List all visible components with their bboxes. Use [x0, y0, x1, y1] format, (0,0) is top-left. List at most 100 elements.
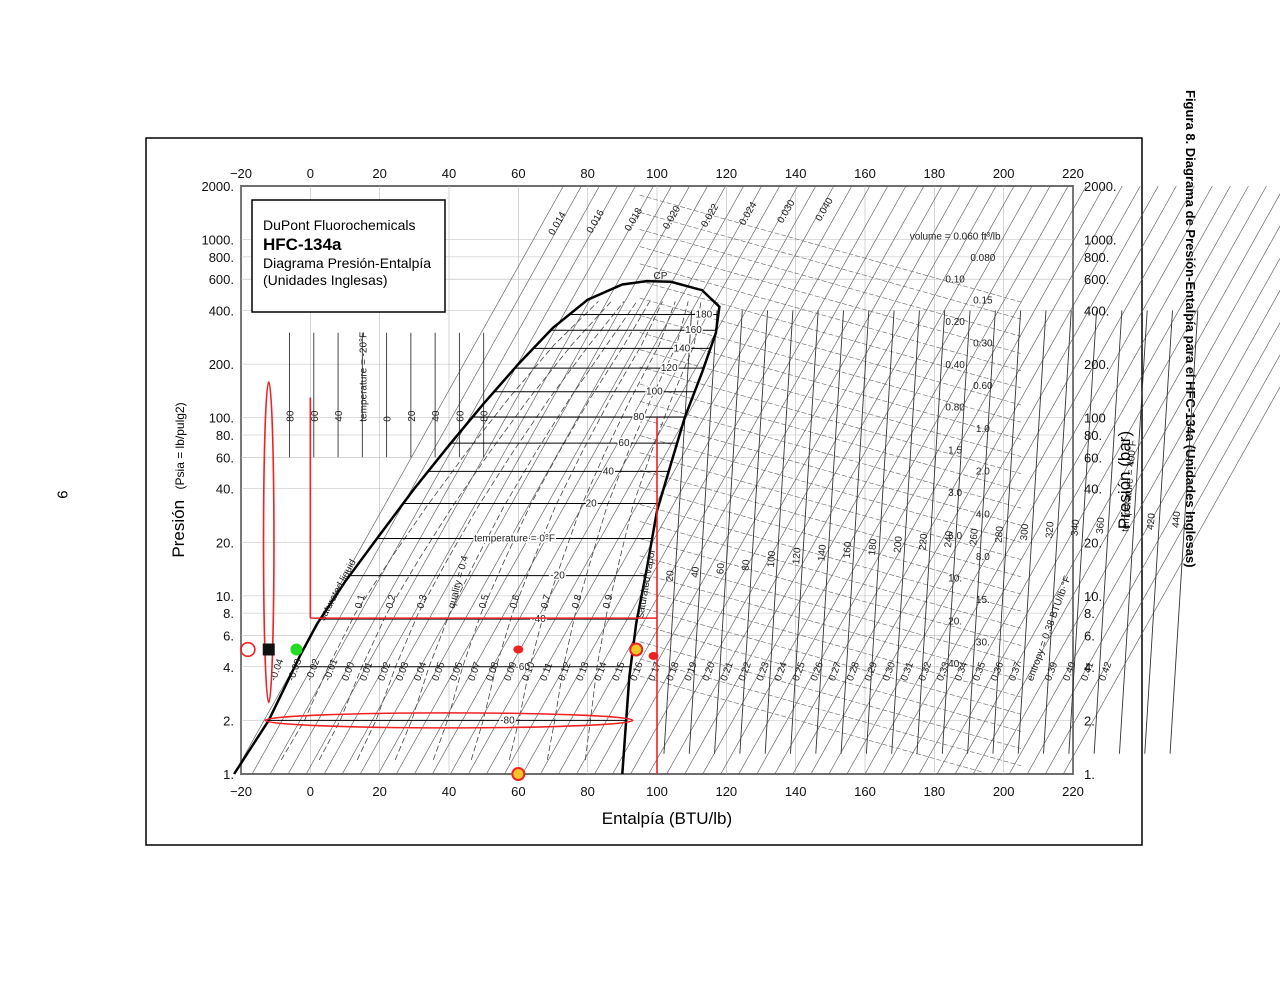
- entropy-label: 0.39: [1043, 660, 1060, 682]
- temperature-label: 260: [968, 528, 980, 546]
- volume-label: 0.080: [970, 253, 995, 264]
- entropy-line: [774, 185, 1105, 775]
- x-tick-top: 180: [923, 166, 945, 181]
- entropy-label: 0.25: [791, 660, 808, 682]
- x-tick-top: 0: [307, 166, 314, 181]
- x-tick-bottom: 0: [307, 784, 314, 799]
- quality-label: 0.2: [384, 593, 398, 610]
- marker-ring: [511, 767, 526, 781]
- temperature-line: [764, 310, 794, 754]
- temperature-line: [663, 310, 693, 754]
- legend-units: (Unidades Inglesas): [263, 272, 388, 288]
- entropy-label: 0.06: [448, 660, 465, 682]
- entropy-label: 0.01: [358, 660, 375, 682]
- x-tick-bottom: 20: [372, 784, 386, 799]
- figure-frame: [145, 137, 1143, 846]
- isotherm-label: 20: [586, 499, 598, 510]
- entropy-line: [648, 185, 979, 775]
- entropy-line: [450, 185, 780, 775]
- entropy-label: -0.01: [322, 657, 340, 683]
- volume-line: [639, 555, 1022, 663]
- entropy-label: 0.00: [340, 660, 357, 682]
- volume-line: [639, 641, 1022, 749]
- entropy-line: [486, 185, 817, 775]
- entropy-line: [810, 185, 1141, 775]
- entropy-label: 0.07: [466, 660, 483, 682]
- volume-line: [639, 366, 1022, 474]
- entropy-label: 0.21: [719, 660, 736, 682]
- entropy-line: [305, 185, 636, 775]
- temperature-label: 120: [791, 547, 803, 565]
- volume-label: 0.022: [699, 202, 721, 230]
- entropy-label: 0.24: [773, 660, 790, 682]
- y-tick-right: 2000.: [1084, 179, 1117, 194]
- isotherm-label: 40: [603, 466, 615, 477]
- volume-line: [639, 504, 1022, 612]
- quality-label: 0.9: [601, 593, 615, 610]
- temperature-line: [891, 310, 920, 754]
- volume-label: 30.: [976, 638, 990, 649]
- entropy-line: [612, 185, 943, 775]
- volume-line: [639, 383, 1022, 492]
- marker-dot: [648, 651, 659, 660]
- y-tick-right: 40.: [1084, 482, 1102, 497]
- y-tick-right: 600.: [1084, 272, 1109, 287]
- isotherm-label: -60: [515, 662, 530, 673]
- entropy-line: [341, 185, 672, 775]
- entropy-line: [630, 185, 961, 775]
- volume-line: [639, 400, 1022, 509]
- y-tick-left: 200.: [209, 357, 234, 372]
- marker-ring: [629, 642, 644, 657]
- temperature-line: [1144, 310, 1173, 754]
- liquid-temp-label: 60: [455, 410, 466, 422]
- y-tick-left: 1000.: [201, 233, 234, 248]
- entropy-line: [378, 185, 708, 775]
- y-axis-label-right: Presión (bar): [1115, 431, 1134, 529]
- volume-line: [639, 212, 1022, 320]
- y-tick-left: 40.: [216, 482, 234, 497]
- entropy-label: 0.02: [376, 660, 393, 682]
- temperature-label: 300: [1019, 523, 1031, 541]
- entropy-line: [738, 185, 1069, 775]
- entropy-line: [702, 185, 1033, 775]
- entropy-label: 0.13: [575, 660, 592, 682]
- liquid-temp-label: 40: [334, 410, 345, 422]
- quality-line: [546, 301, 689, 760]
- x-tick-top: 160: [854, 166, 876, 181]
- x-tick-bottom: −20: [230, 784, 252, 799]
- temperature-line: [992, 310, 1022, 754]
- volume-line: [639, 418, 1022, 526]
- saturated-vapor-label: saturated vapor: [635, 548, 658, 619]
- axis-ticks: −20 −20 0 0 20 20 40 40 60 60 80 80 100 100 120 120 140 1…: [201, 166, 1116, 799]
- entropy-label: 0.30: [881, 660, 898, 682]
- y-tick-left: 8.: [223, 606, 234, 621]
- y-tick-right: 4.: [1084, 660, 1095, 675]
- entropy-line: [251, 185, 582, 775]
- volume-label: 1.5: [948, 445, 962, 456]
- x-tick-bottom: 80: [580, 784, 594, 799]
- volume-label: 0.024: [737, 200, 759, 228]
- volume-line: [639, 263, 1022, 371]
- y-tick-left: 4.: [223, 660, 234, 675]
- entropy-line: [756, 185, 1087, 775]
- temperature-label: 360: [1095, 516, 1107, 534]
- entropy-line: [792, 185, 1123, 775]
- entropy-line: [1026, 322, 1280, 775]
- y-tick-left: 6.: [223, 628, 234, 643]
- volume-label: 3.0: [948, 488, 962, 499]
- volume-line: [639, 607, 1022, 715]
- temperature-label: 420: [1145, 512, 1157, 530]
- volume-label: 0.20: [945, 317, 965, 328]
- entropy-line: [504, 185, 835, 775]
- temperature-line: [739, 310, 769, 754]
- entropy-line: [269, 185, 600, 775]
- y-tick-right: 200.: [1084, 357, 1109, 372]
- entropy-label: 0.15: [611, 660, 628, 682]
- entropy-line: [846, 185, 1177, 775]
- volume-line: [639, 280, 1022, 389]
- entropy-line: [432, 185, 762, 775]
- entropy-line: [720, 185, 1051, 775]
- quality-line: [432, 301, 651, 761]
- x-tick-bottom: 40: [442, 784, 456, 799]
- quality-label: 0.5: [477, 593, 491, 610]
